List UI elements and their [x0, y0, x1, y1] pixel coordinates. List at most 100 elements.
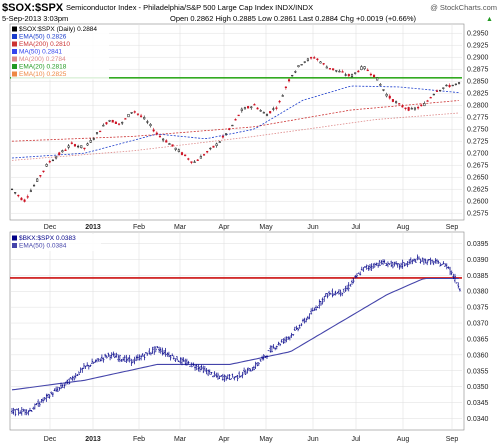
y-tick-label: 0.0390	[467, 257, 489, 264]
candle-body	[376, 77, 379, 81]
legend-swatch	[12, 49, 17, 54]
candle-body	[64, 149, 67, 151]
candle-body	[218, 141, 221, 143]
candle-body	[407, 107, 410, 111]
candle-body	[196, 159, 199, 161]
candle-body	[209, 147, 212, 150]
candle-body	[281, 95, 284, 97]
candle-body	[29, 190, 32, 192]
x-tick-label: Jul	[352, 436, 361, 443]
candle-body	[420, 104, 423, 107]
candle-body	[350, 74, 354, 77]
candle-body	[70, 142, 73, 144]
candle-body	[240, 108, 243, 112]
candle-body	[426, 100, 429, 102]
x-tick-label: May	[259, 436, 273, 443]
x-tick-label: Mar	[174, 224, 187, 231]
candle-body	[165, 140, 168, 143]
legend-entry: EMA(10) 0.2825	[19, 71, 67, 78]
candle-body	[417, 106, 420, 109]
candle-body	[357, 70, 360, 73]
candle-body	[344, 74, 347, 76]
y-tick-label: 0.0375	[467, 305, 489, 312]
legend-entry: EMA(50) 0.2826	[19, 34, 67, 41]
candle-body	[313, 57, 316, 59]
candle-body	[328, 68, 332, 70]
candle-body	[354, 72, 357, 74]
y-tick-label: 0.2875	[467, 67, 489, 74]
candle-body	[429, 97, 432, 99]
candle-body	[388, 95, 391, 99]
y-tick-label: 0.2850	[467, 79, 489, 86]
candle-body	[174, 147, 177, 150]
candle-body	[171, 144, 174, 147]
candle-body	[228, 128, 231, 130]
candle-body	[300, 64, 303, 66]
candle-body	[275, 107, 278, 109]
y-tick-label: 0.0340	[467, 416, 489, 423]
candle-body	[149, 124, 152, 127]
candle-body	[58, 152, 61, 155]
candle-body	[278, 100, 281, 103]
candle-body	[143, 117, 146, 120]
legend-box	[11, 25, 109, 80]
candle-body	[287, 79, 291, 82]
y-tick-label: 0.0355	[467, 368, 489, 375]
candle-body	[45, 163, 48, 167]
candle-body	[36, 178, 39, 182]
legend-swatch	[12, 56, 17, 62]
candle-body	[177, 149, 180, 152]
candle-body	[237, 114, 240, 117]
x-tick-label: Aug	[397, 436, 410, 443]
candle-body	[379, 84, 382, 86]
header-quote: Open 0.2862 High 0.2885 Low 0.2861 Last …	[170, 14, 417, 23]
candle-body	[92, 138, 95, 140]
candle-body	[234, 119, 237, 121]
y-tick-label: 0.2575	[467, 211, 489, 218]
candle-body	[168, 143, 171, 145]
y-tick-label: 0.0360	[467, 352, 489, 359]
candle-body	[99, 130, 102, 133]
candle-body	[445, 84, 448, 87]
candle-body	[432, 93, 435, 96]
candle-body	[206, 151, 209, 153]
candle-body	[319, 61, 322, 64]
candle-body	[303, 61, 306, 63]
candle-body	[360, 66, 363, 70]
candle-body	[231, 124, 234, 127]
candle-body	[366, 69, 369, 72]
candle-body	[253, 104, 256, 106]
candle-body	[332, 68, 335, 71]
candle-body	[212, 145, 215, 148]
candle-body	[190, 161, 193, 163]
candle-body	[26, 196, 29, 198]
y-tick-label: 0.2675	[467, 163, 489, 170]
candle-body	[89, 140, 92, 143]
legend-entry: EMA(20) 0.2818	[19, 64, 67, 71]
y-tick-label: 0.2700	[467, 151, 489, 158]
candle-body	[225, 133, 228, 135]
legend-entry: EMA(200) 0.2810	[19, 41, 70, 48]
legend-swatch	[12, 41, 17, 47]
candle-body	[385, 93, 388, 97]
candle-body	[382, 89, 385, 91]
candle-body	[108, 120, 111, 122]
candle-body	[322, 63, 325, 65]
candle-body	[269, 111, 272, 114]
candle-body	[136, 113, 139, 115]
x-tick-label: Mar	[174, 436, 187, 443]
y-tick-label: 0.0370	[467, 321, 489, 328]
candle-body	[259, 110, 262, 112]
candle-body	[272, 108, 275, 110]
lower-panel-frame	[9, 231, 465, 431]
y-tick-label: 0.2650	[467, 175, 489, 182]
y-tick-label: 0.2775	[467, 115, 489, 122]
candle-body	[247, 106, 250, 109]
candle-body	[146, 121, 149, 123]
x-tick-label: Feb	[133, 224, 145, 231]
header-description: Semiconductor Index - Philadelphia/S&P 5…	[66, 3, 313, 12]
legend-box	[11, 234, 101, 251]
candle-body	[105, 122, 108, 125]
legend-entry: MA(200) 0.2784	[19, 56, 66, 63]
